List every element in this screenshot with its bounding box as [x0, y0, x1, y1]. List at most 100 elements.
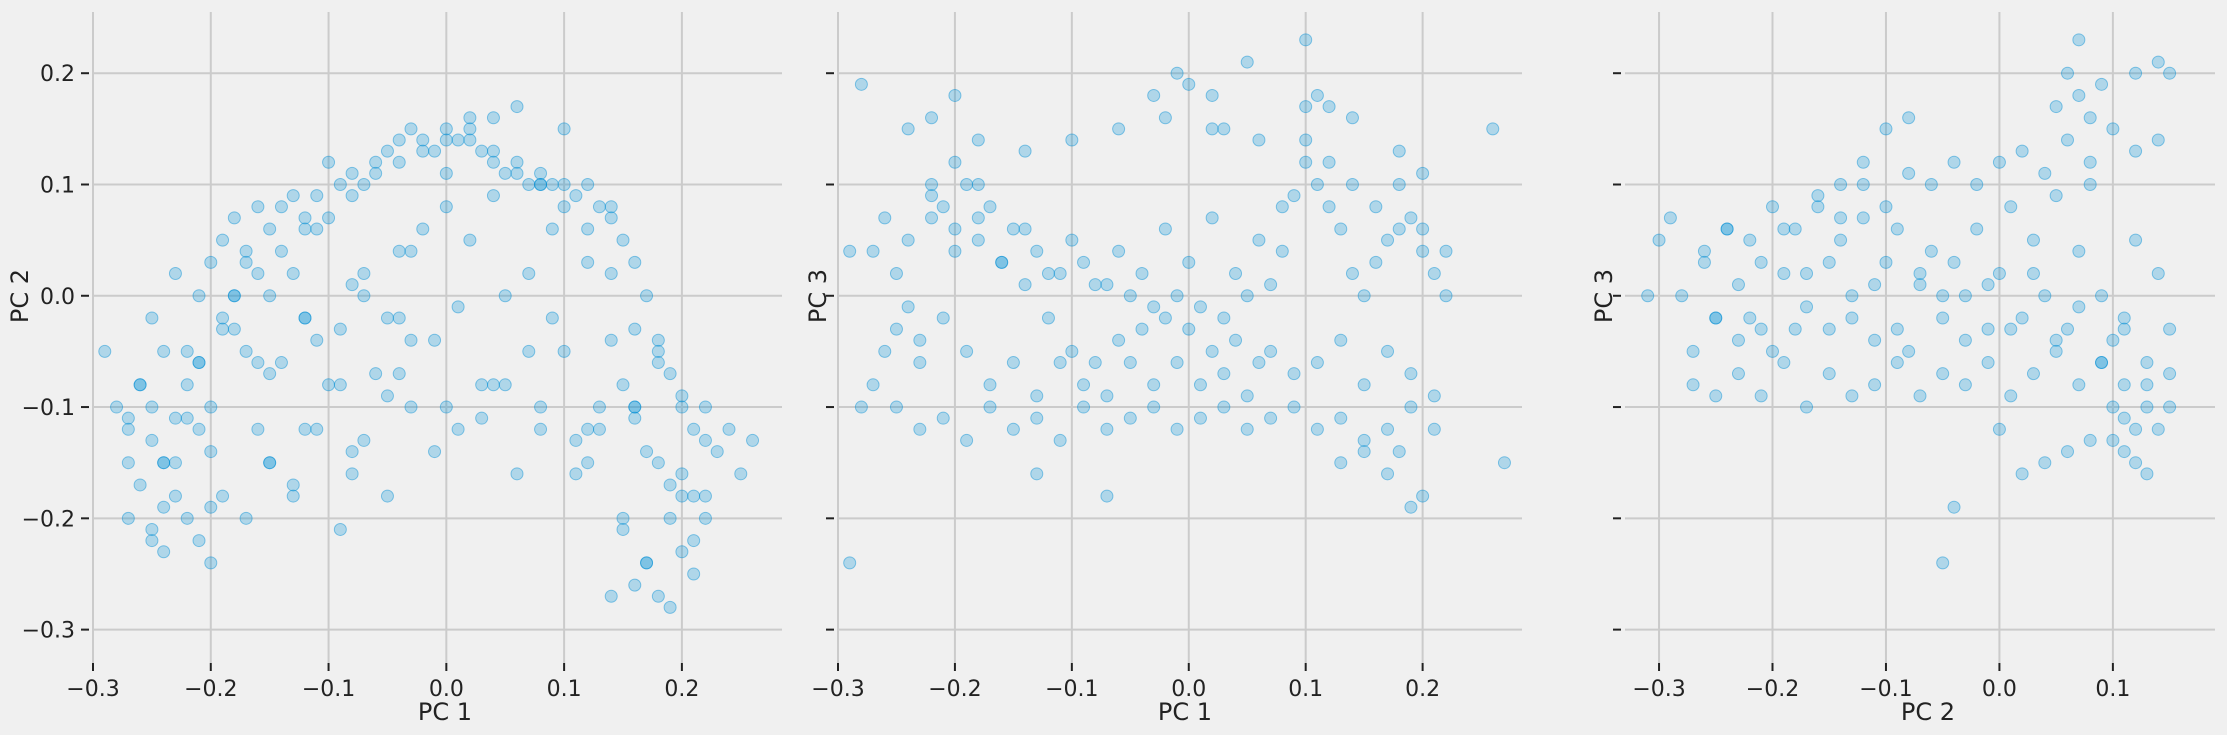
scatter-point [698, 400, 712, 414]
scatter-point [592, 200, 606, 214]
scatter-point [2004, 322, 2018, 336]
scatter-point [263, 222, 277, 236]
scatter-point [1310, 177, 1324, 191]
scatter-point [569, 433, 583, 447]
scatter-point [145, 311, 159, 325]
scatter-point [878, 211, 892, 225]
scatter-point [1947, 255, 1961, 269]
x-tick-label: −0.1 [302, 677, 355, 702]
scatter-point [1981, 278, 1995, 292]
scatter-point [651, 356, 665, 370]
scatter-point [286, 478, 300, 492]
scatter-point [640, 445, 654, 459]
scatter-point [463, 133, 477, 147]
scatter-point [1334, 333, 1348, 347]
x-tick-label: −0.3 [1632, 677, 1685, 702]
scatter-point [522, 344, 536, 358]
scatter-point [2163, 322, 2177, 336]
scatter-point [534, 166, 548, 180]
scatter-point [192, 356, 206, 370]
scatter-point [357, 289, 371, 303]
scatter-point [557, 177, 571, 191]
scatter-point [1006, 422, 1020, 436]
scatter-point [1766, 200, 1779, 214]
scatter-point [2151, 55, 2165, 69]
x-axis-label: PC 2 [1901, 698, 1955, 726]
scatter-point [581, 177, 595, 191]
scatter-point [948, 88, 962, 102]
scatter-point [1077, 400, 1091, 414]
scatter-point [263, 289, 277, 303]
y-axis-ticks [1613, 72, 1621, 631]
scatter-point [545, 177, 559, 191]
scatter-point [2140, 356, 2154, 370]
scatter-point [2038, 166, 2052, 180]
scatter-point [1229, 267, 1243, 281]
scatter-point [392, 133, 406, 147]
scatter-point [1811, 200, 1825, 214]
scatter-point [2151, 422, 2165, 436]
scatter-point [675, 545, 689, 559]
scatter-point [369, 367, 383, 381]
scatter-point [2061, 133, 2074, 147]
x-tick-label: 0.0 [1171, 677, 1206, 702]
scatter-point [534, 177, 548, 191]
scatter-point [1936, 556, 1950, 570]
scatter-point [1416, 244, 1430, 258]
scatter-point [204, 255, 218, 269]
scatter-point [192, 534, 206, 548]
scatter-point [239, 244, 253, 258]
x-tick-label: −0.3 [811, 677, 864, 702]
scatter-point [1981, 322, 1995, 336]
scatter-point [2117, 322, 2131, 336]
scatter-panel-pc1-vs-pc3: −0.3 −0.2 −0.1 0.0 0.1 0.2 PC 1 PC 3 [804, 12, 1522, 726]
y-tick-label: −0.1 [22, 396, 75, 421]
scatter-point [1018, 222, 1032, 236]
scatter-point [1299, 133, 1313, 147]
scatter-point [1240, 289, 1254, 303]
scatter-point [889, 267, 903, 281]
scatter-point [322, 378, 336, 392]
scatter-point [1924, 244, 1938, 258]
scatter-point [1439, 289, 1453, 303]
scatter-point [1845, 289, 1859, 303]
scatter-point [2038, 456, 2052, 470]
scatter-point [1170, 66, 1184, 80]
scatter-point [1427, 389, 1441, 403]
scatter-point [439, 133, 453, 147]
scatter-point [1135, 322, 1149, 336]
scatter-point [948, 222, 962, 236]
scatter-point [2072, 88, 2086, 102]
scatter-point [1856, 211, 1870, 225]
scatter-point [1053, 267, 1067, 281]
scatter-point [1416, 222, 1430, 236]
scatter-point [1902, 166, 1916, 180]
scatter-point [345, 467, 359, 481]
scatter-point [263, 456, 277, 470]
scatter-point [1913, 278, 1927, 292]
scatter-point [1217, 311, 1231, 325]
scatter-point [1252, 233, 1266, 247]
scatter-point [1088, 356, 1102, 370]
scatter-point [2072, 244, 2086, 258]
scatter-point [1310, 422, 1324, 436]
scatter-point [1811, 189, 1825, 203]
scatter-point [2095, 356, 2109, 370]
scatter-point [557, 344, 571, 358]
scatter-point [286, 189, 300, 203]
grid-lines [837, 12, 1522, 663]
scatter-point [1879, 255, 1893, 269]
scatter-point [239, 511, 253, 525]
scatter-point [451, 133, 465, 147]
scatter-point [1135, 267, 1149, 281]
scatter-point [227, 211, 241, 225]
scatter-point [380, 389, 394, 403]
scatter-point [2072, 33, 2086, 47]
scatter-point [1879, 200, 1893, 214]
x-axis-ticks: −0.3 −0.2 −0.1 0.0 0.1 0.2 [66, 663, 699, 702]
scatter-point [995, 255, 1009, 269]
y-axis-ticks: −0.3 −0.2 −0.1 0.0 0.1 0.2 [22, 62, 89, 644]
scatter-point [1275, 244, 1289, 258]
scatter-point [925, 177, 939, 191]
scatter-point [133, 378, 147, 392]
